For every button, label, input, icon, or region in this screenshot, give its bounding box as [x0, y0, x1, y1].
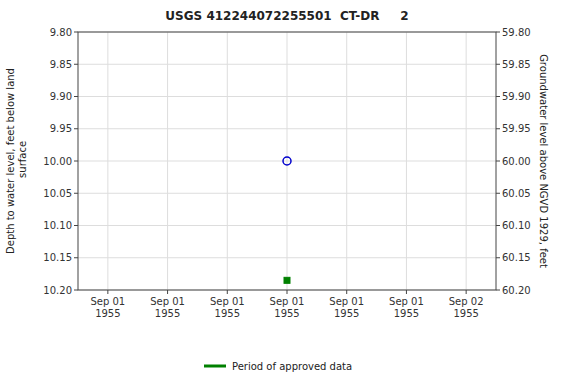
tick-label: 59.95	[502, 123, 531, 134]
tick-label: 60.05	[502, 188, 531, 199]
tick-label: 60.10	[502, 220, 531, 231]
tick	[466, 290, 467, 294]
legend-swatch	[204, 365, 226, 368]
tick	[107, 290, 108, 294]
tick-label: 60.00	[502, 156, 531, 167]
tick-label: 59.85	[502, 59, 531, 70]
tick-label: 10.00	[43, 156, 72, 167]
chart: 9.80 9.85 9.90 9.95 10.00 10.05 10.10 10.15 10.2…	[0, 0, 576, 384]
tick	[167, 290, 168, 294]
text-line: Sep 01	[150, 296, 185, 307]
tick	[496, 257, 500, 258]
tick-label: Sep 011955	[90, 296, 125, 319]
text-line: Sep 01	[210, 296, 245, 307]
tick-label: 9.95	[50, 123, 72, 134]
background	[0, 0, 576, 384]
tick-label: Sep 011955	[150, 296, 185, 319]
tick-label: Sep 011955	[389, 296, 424, 319]
tick	[496, 225, 500, 226]
text-line: Depth to water level, feet below land	[5, 68, 16, 254]
text-line: surface	[17, 141, 28, 181]
x-axis: Sep 011955Sep 011955Sep 011955Sep 011955…	[90, 290, 483, 319]
grid-line	[227, 32, 228, 290]
tick	[74, 96, 78, 97]
tick-label: Sep 021955	[449, 296, 484, 319]
marks	[283, 157, 291, 283]
tick-label: Sep 011955	[270, 296, 305, 319]
tick	[496, 32, 500, 33]
tick	[496, 64, 500, 65]
tick-label: 9.85	[50, 59, 72, 70]
text-line: Sep 01	[90, 296, 125, 307]
y-axis-label: Depth to water level, feet below land su…	[5, 68, 28, 254]
tick-label: 10.05	[43, 188, 72, 199]
tick	[496, 96, 500, 97]
grid-line	[287, 32, 288, 290]
tick	[227, 290, 228, 294]
tick	[496, 128, 500, 129]
text-line: Sep 02	[449, 296, 484, 307]
tick	[74, 290, 78, 291]
grid	[78, 32, 496, 290]
grid-line	[167, 32, 168, 290]
legend-label: Period of approved data	[232, 361, 352, 372]
tick	[74, 161, 78, 162]
y-axis: 9.80 9.85 9.90 9.95 10.00 10.05 10.10 10.15 10.2…	[43, 27, 78, 296]
tick	[74, 32, 78, 33]
text-line: Sep 01	[389, 296, 424, 307]
y2-axis: 59.80 59.85 59.90 59.95 60.00 60.05 60.10 60.15…	[496, 27, 531, 296]
tick	[496, 290, 500, 291]
grid-line	[406, 32, 407, 290]
tick-label: Sep 011955	[210, 296, 245, 319]
tick	[346, 290, 347, 294]
tick	[496, 161, 500, 162]
text-line: Sep 01	[270, 296, 305, 307]
tick-label: 10.10	[43, 220, 72, 231]
tick	[74, 64, 78, 65]
text-line: 1955	[215, 308, 240, 319]
tick-label: 10.20	[43, 285, 72, 296]
legend: Period of approved data	[204, 361, 352, 372]
text-line: Sep 01	[329, 296, 364, 307]
text-line: 1955	[394, 308, 419, 319]
plot-frame	[78, 32, 496, 290]
grid-line	[466, 32, 467, 290]
tick-label: 59.90	[502, 91, 531, 102]
tick-label: 60.20	[502, 285, 531, 296]
grid-line	[107, 32, 108, 290]
tick	[287, 290, 288, 294]
tick	[496, 193, 500, 194]
tick	[74, 257, 78, 258]
tick	[74, 128, 78, 129]
point	[283, 157, 291, 165]
grid-line	[346, 32, 347, 290]
text-line: 1955	[453, 308, 478, 319]
tick	[74, 225, 78, 226]
title: USGS 412244072255501 CT-DR 2	[165, 9, 408, 23]
text-line: 1955	[274, 308, 299, 319]
text-line: 1955	[334, 308, 359, 319]
tick	[74, 193, 78, 194]
tick-label: 9.90	[50, 91, 72, 102]
tick-label: 59.80	[502, 27, 531, 38]
text-line: 1955	[155, 308, 180, 319]
point	[284, 277, 290, 283]
tick	[406, 290, 407, 294]
tick-label: Sep 011955	[329, 296, 364, 319]
y2-axis-label: Groundwater level above NGVD 1929, feet	[538, 54, 549, 268]
tick-label: 10.15	[43, 252, 72, 263]
tick-label: 9.80	[50, 27, 72, 38]
text-line: 1955	[95, 308, 120, 319]
tick-label: 60.15	[502, 252, 531, 263]
